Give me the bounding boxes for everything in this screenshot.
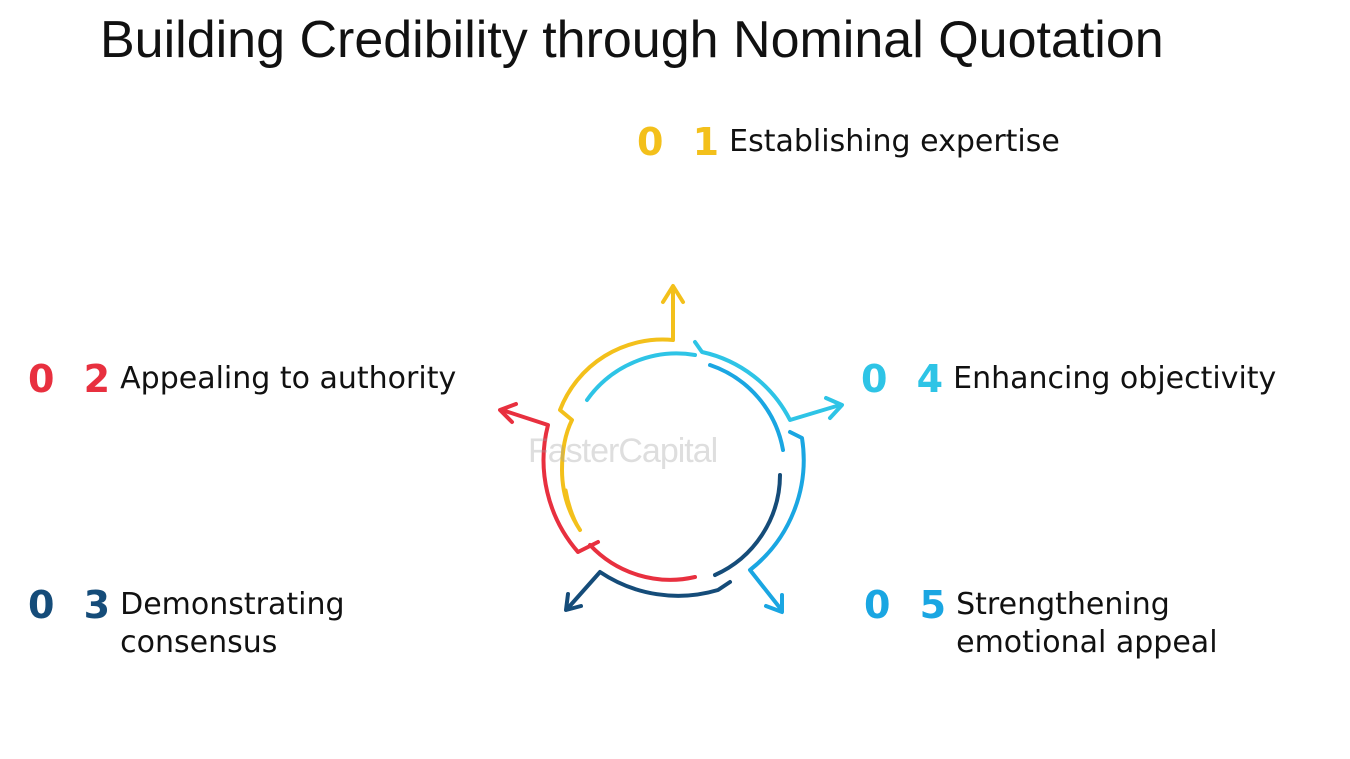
cycle-diagram bbox=[498, 284, 844, 614]
cyan-arrow bbox=[585, 340, 844, 422]
step-label: Strengthening emotional appeal bbox=[956, 586, 1217, 662]
cyan-arc bbox=[693, 340, 842, 422]
step-label: Enhancing objectivity bbox=[953, 360, 1276, 398]
blue-arrow bbox=[708, 363, 806, 614]
blue-arrowhead bbox=[764, 593, 784, 614]
yellow-arrowhead bbox=[661, 284, 685, 304]
navy-arc bbox=[566, 570, 732, 610]
page-title: Building Credibility through Nominal Quo… bbox=[100, 11, 1164, 69]
step-number: 0 4 bbox=[861, 357, 952, 401]
step-number: 0 5 bbox=[864, 583, 955, 627]
navy-inner-arc bbox=[713, 473, 782, 577]
step-number: 0 1 bbox=[637, 120, 728, 164]
step-label: Establishing expertise bbox=[729, 123, 1060, 161]
yellow-inner-arc bbox=[564, 488, 582, 532]
step-label-line: Establishing expertise bbox=[729, 124, 1060, 159]
yellow-arrow bbox=[558, 284, 685, 532]
step-label: Demonstrating consensus bbox=[120, 586, 344, 662]
navy-arrow bbox=[564, 473, 782, 612]
step-label-line: Enhancing objectivity bbox=[953, 361, 1277, 396]
yellow-arc bbox=[558, 288, 675, 532]
step-number: 0 2 bbox=[28, 357, 119, 401]
cyan-inner-arc bbox=[585, 351, 697, 402]
step-02: 0 2 Appealing to authority bbox=[28, 360, 456, 398]
watermark-logo: FasterCapital bbox=[528, 432, 718, 470]
red-inner-arc bbox=[588, 543, 697, 582]
step-label-line: Appealing to authority bbox=[120, 361, 457, 396]
navy-arrowhead bbox=[564, 592, 583, 612]
step-05: 0 5 Strengthening emotional appeal bbox=[864, 586, 1218, 662]
red-arc bbox=[500, 408, 600, 554]
red-arrowhead bbox=[498, 402, 518, 424]
step-label-line: Strengthening bbox=[956, 587, 1170, 622]
step-label-line: emotional appeal bbox=[956, 625, 1218, 660]
blue-inner-arc bbox=[708, 363, 785, 452]
blue-arc bbox=[748, 430, 806, 610]
step-label-line: consensus bbox=[120, 625, 278, 660]
step-label: Appealing to authority bbox=[120, 360, 456, 398]
step-label-line: Demonstrating bbox=[120, 587, 345, 622]
step-01: 0 1 Establishing expertise bbox=[637, 123, 1060, 161]
red-arrow bbox=[498, 402, 697, 582]
step-03: 0 3 Demonstrating consensus bbox=[28, 586, 345, 662]
cyan-arrowhead bbox=[824, 396, 844, 420]
step-04: 0 4 Enhancing objectivity bbox=[861, 360, 1276, 398]
step-number: 0 3 bbox=[28, 583, 119, 627]
